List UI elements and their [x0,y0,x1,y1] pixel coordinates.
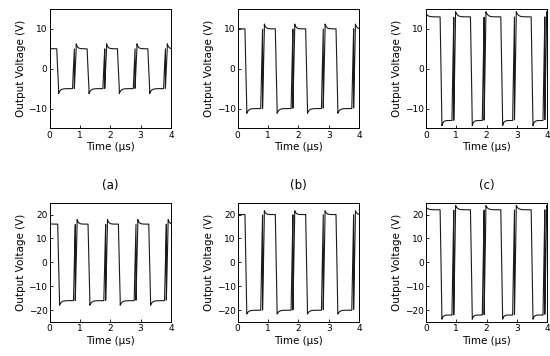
X-axis label: Time (μs): Time (μs) [462,142,511,152]
Y-axis label: Output Voltage (V): Output Voltage (V) [15,214,26,311]
Text: (b): (b) [290,179,307,192]
Y-axis label: Output Voltage (V): Output Voltage (V) [15,20,26,117]
Y-axis label: Output Voltage (V): Output Voltage (V) [204,20,214,117]
Y-axis label: Output Voltage (V): Output Voltage (V) [392,214,402,311]
Y-axis label: Output Voltage (V): Output Voltage (V) [204,214,214,311]
Text: (c): (c) [478,179,494,192]
X-axis label: Time (μs): Time (μs) [462,336,511,346]
X-axis label: Time (μs): Time (μs) [274,142,323,152]
Text: (a): (a) [102,179,118,192]
X-axis label: Time (μs): Time (μs) [274,336,323,346]
X-axis label: Time (μs): Time (μs) [86,142,135,152]
X-axis label: Time (μs): Time (μs) [86,336,135,346]
Y-axis label: Output Voltage (V): Output Voltage (V) [392,20,402,117]
